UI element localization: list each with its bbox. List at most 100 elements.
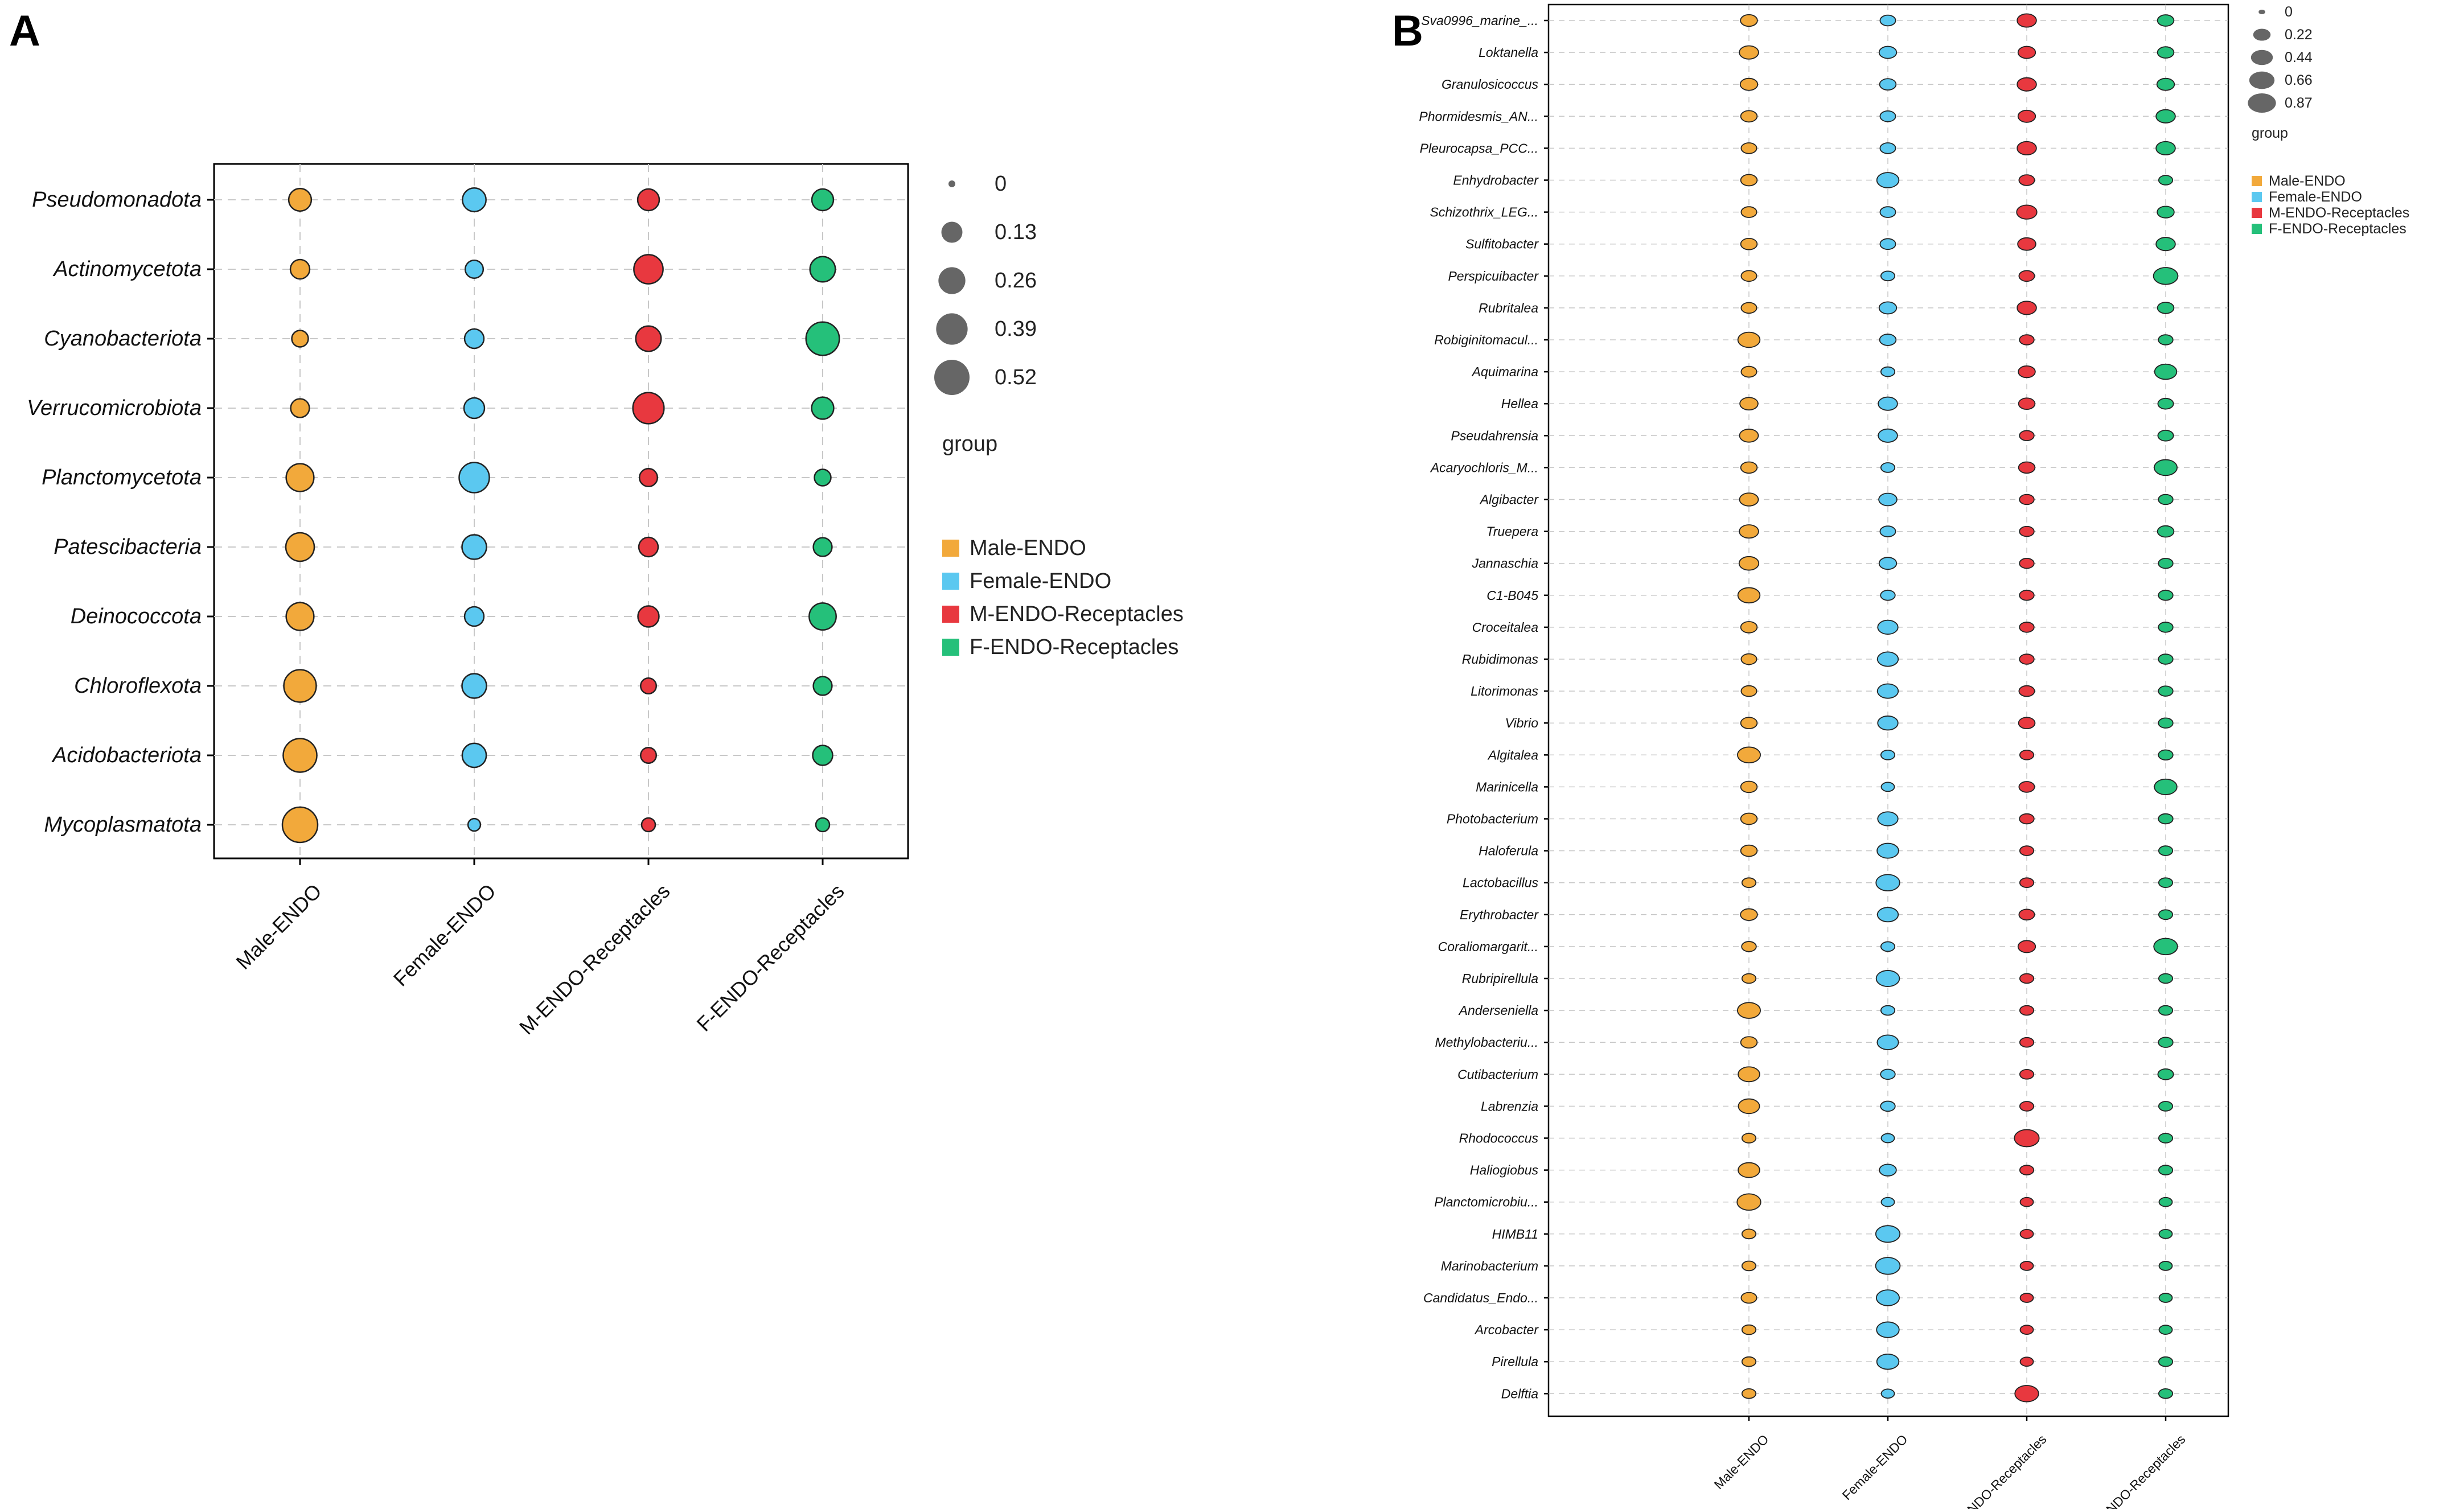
- bubble-point: [1876, 1353, 1900, 1370]
- bubble-point: [2158, 334, 2174, 346]
- bubble-point: [1736, 1193, 1761, 1211]
- bubble-point: [1880, 1005, 1896, 1016]
- bubble-point: [1876, 651, 1899, 667]
- bubble-point: [1740, 685, 1757, 697]
- bubble-point: [2158, 557, 2174, 569]
- bubble-point: [1741, 973, 1757, 984]
- bubble-point: [2019, 973, 2035, 984]
- bubble-point: [633, 254, 664, 285]
- bubble-point: [2019, 845, 2035, 856]
- bubble-point: [1739, 77, 1759, 91]
- size-legend-dot: [2258, 10, 2265, 14]
- bubble-point: [2157, 397, 2174, 410]
- bubble-point: [1877, 619, 1899, 635]
- bubble-point: [1741, 877, 1757, 889]
- y-tick-label: Methylobacteriu...: [1435, 1035, 1538, 1050]
- bubble-point: [1880, 1196, 1895, 1207]
- group-legend-swatch: [942, 606, 959, 623]
- bubble-point: [1740, 461, 1758, 474]
- bubble-point: [2018, 685, 2035, 697]
- bubble-point: [1878, 492, 1898, 507]
- plot-frame: [213, 163, 909, 860]
- bubble-point: [1740, 206, 1757, 218]
- bubble-point: [2158, 1325, 2173, 1335]
- bubble-point: [1741, 1228, 1757, 1240]
- bubble-point: [635, 325, 662, 352]
- y-tick-label: Patescibacteria: [54, 535, 202, 559]
- bubble-point: [2156, 77, 2175, 91]
- bubble-point: [2018, 397, 2036, 410]
- y-tick-label: Cutibacterium: [1457, 1067, 1538, 1082]
- bubble-point: [1876, 907, 1899, 923]
- bubble-point: [1880, 1100, 1896, 1112]
- bubble-point: [1876, 1034, 1899, 1050]
- bubble-point: [2019, 1325, 2034, 1335]
- bubble-point: [1880, 590, 1896, 601]
- bubble-point: [2019, 1196, 2034, 1207]
- bubble-point: [1878, 46, 1898, 59]
- bubble-point: [638, 536, 659, 558]
- y-tick-label: Loktanella: [1479, 45, 1538, 60]
- bubble-point: [1740, 365, 1757, 378]
- bubble-point: [1880, 270, 1896, 282]
- bubble-point: [2017, 13, 2037, 28]
- bubble-point: [2158, 1037, 2174, 1048]
- bubble-point: [285, 463, 315, 492]
- bubble-point: [467, 817, 482, 832]
- size-legend-dot: [934, 360, 970, 395]
- y-tick-label: Planctomycetota: [42, 466, 202, 490]
- bubble-point: [1740, 14, 1758, 27]
- bubble-point: [2019, 1356, 2034, 1367]
- y-tick-label: Granulosicoccus: [1442, 77, 1539, 92]
- y-tick-label: Aquimarina: [1471, 364, 1538, 379]
- group-legend-label: Male-ENDO: [2269, 173, 2346, 189]
- bubble-point: [1740, 844, 1758, 857]
- y-tick-label: Robiginitomacul...: [1434, 332, 1538, 347]
- bubble-point: [1880, 782, 1895, 792]
- bubble-point: [812, 745, 833, 766]
- y-tick-label: Chloroflexota: [74, 674, 202, 698]
- group-legend-title: group: [2252, 125, 2288, 141]
- bubble-point: [1741, 1133, 1757, 1144]
- bubble-point: [2017, 77, 2037, 92]
- size-legend-label: 0.39: [995, 317, 1037, 341]
- x-tick-label: Female-ENDO: [389, 879, 500, 991]
- bubble-point: [2158, 1356, 2174, 1367]
- bubble-point: [1875, 874, 1900, 891]
- y-tick-label: C1-B045: [1486, 588, 1538, 603]
- bubble-point: [1877, 811, 1899, 827]
- bubble-point: [1876, 842, 1899, 859]
- size-legend-label: 0.87: [2285, 95, 2313, 111]
- bubble-point: [2018, 461, 2036, 474]
- bubble-point: [2157, 14, 2175, 27]
- bubble-point: [1740, 174, 1758, 187]
- bubble-point: [2155, 237, 2176, 252]
- bubble-point: [1737, 587, 1761, 604]
- y-tick-label: Enhydrobacter: [1453, 173, 1539, 188]
- y-tick-label: Marinobacterium: [1441, 1259, 1538, 1273]
- bubble-point: [2153, 267, 2179, 285]
- bubble-point: [637, 605, 660, 628]
- group-legend-swatch: [2252, 192, 2262, 202]
- panel-label-b: B: [1392, 7, 1423, 55]
- bubble-point: [1740, 302, 1757, 314]
- size-legend-dot: [2248, 93, 2276, 113]
- bubble-point: [2157, 205, 2175, 219]
- bubble-point: [1878, 396, 1898, 411]
- bubble-point: [2018, 270, 2035, 282]
- bubble-point: [1740, 142, 1757, 154]
- bubble-point: [1875, 970, 1900, 987]
- bubble-point: [2019, 749, 2035, 760]
- size-legend-label: 0.22: [2285, 27, 2313, 43]
- y-tick-label: Litorimonas: [1471, 684, 1538, 698]
- y-tick-label: Rubidimonas: [1462, 652, 1539, 667]
- bubble-point: [463, 328, 485, 350]
- y-tick-label: Algitalea: [1487, 747, 1538, 762]
- bubble-point: [1879, 334, 1897, 346]
- y-tick-label: Pirellula: [1492, 1354, 1538, 1369]
- bubble-point: [2158, 1228, 2173, 1239]
- bubble-point: [1880, 1388, 1895, 1399]
- bubble-point: [464, 259, 484, 279]
- y-tick-label: Pleurocapsa_PCC...: [1420, 141, 1538, 155]
- y-tick-label: Acaryochloris_M...: [1430, 460, 1538, 475]
